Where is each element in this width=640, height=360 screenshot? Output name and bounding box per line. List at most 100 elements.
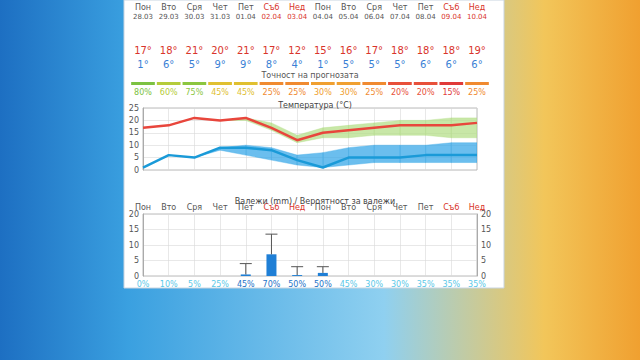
svg-text:Пон: Пон <box>135 203 151 212</box>
svg-text:45%: 45% <box>211 88 229 97</box>
svg-text:Вто: Вто <box>161 203 176 212</box>
svg-text:10: 10 <box>129 141 139 150</box>
svg-text:20°: 20° <box>211 45 229 56</box>
svg-text:18°: 18° <box>442 45 460 56</box>
svg-text:05.04: 05.04 <box>339 13 360 21</box>
svg-text:5: 5 <box>134 153 139 162</box>
svg-text:35%: 35% <box>468 280 486 289</box>
svg-text:31.03: 31.03 <box>210 13 230 21</box>
svg-text:50%: 50% <box>288 280 306 289</box>
svg-text:5%: 5% <box>188 280 201 289</box>
svg-text:08.04: 08.04 <box>416 13 437 21</box>
svg-text:20%: 20% <box>391 88 409 97</box>
svg-text:29.03: 29.03 <box>159 13 179 21</box>
svg-text:20%: 20% <box>417 88 435 97</box>
svg-text:Чет: Чет <box>213 203 228 212</box>
svg-text:02.04: 02.04 <box>261 13 282 21</box>
svg-text:10: 10 <box>481 241 491 250</box>
svg-text:Пон: Пон <box>135 3 151 12</box>
svg-text:9°: 9° <box>240 59 251 70</box>
svg-text:25: 25 <box>129 104 139 113</box>
svg-text:06.04: 06.04 <box>364 13 385 21</box>
svg-text:30%: 30% <box>365 280 383 289</box>
svg-text:35%: 35% <box>417 280 435 289</box>
svg-text:45%: 45% <box>237 88 255 97</box>
svg-text:16°: 16° <box>340 45 358 56</box>
svg-text:30%: 30% <box>391 280 409 289</box>
svg-text:Съб: Съб <box>443 3 459 12</box>
svg-text:Нед: Нед <box>289 3 306 12</box>
svg-text:Вто: Вто <box>161 3 176 12</box>
svg-text:Валежи (mm) / Вероятност за ва: Валежи (mm) / Вероятност за валежи <box>235 197 395 206</box>
svg-text:25%: 25% <box>365 88 383 97</box>
svg-text:15: 15 <box>129 128 139 137</box>
svg-text:1°: 1° <box>317 59 328 70</box>
svg-text:17°: 17° <box>263 45 281 56</box>
svg-text:18°: 18° <box>391 45 409 56</box>
svg-text:6°: 6° <box>420 59 431 70</box>
svg-text:Съб: Съб <box>443 203 459 212</box>
svg-text:15%: 15% <box>442 88 460 97</box>
svg-text:Нед: Нед <box>469 203 486 212</box>
svg-text:60%: 60% <box>160 88 178 97</box>
svg-text:03.04: 03.04 <box>287 13 308 21</box>
svg-text:18°: 18° <box>160 45 178 56</box>
svg-text:6°: 6° <box>446 59 457 70</box>
svg-text:30.03: 30.03 <box>184 13 204 21</box>
svg-text:Нед: Нед <box>469 3 486 12</box>
svg-text:17°: 17° <box>365 45 383 56</box>
svg-text:80%: 80% <box>134 88 152 97</box>
svg-text:18°: 18° <box>417 45 435 56</box>
svg-text:Сря: Сря <box>366 3 382 12</box>
svg-text:28.03: 28.03 <box>133 13 153 21</box>
svg-text:15: 15 <box>129 225 139 234</box>
svg-text:15°: 15° <box>314 45 332 56</box>
svg-text:Температура (°C): Температура (°C) <box>277 101 352 110</box>
svg-text:Сря: Сря <box>187 203 203 212</box>
svg-text:12°: 12° <box>288 45 306 56</box>
svg-text:15: 15 <box>481 225 491 234</box>
svg-text:50%: 50% <box>314 280 332 289</box>
svg-text:10: 10 <box>129 241 139 250</box>
svg-text:5°: 5° <box>343 59 354 70</box>
svg-text:45%: 45% <box>340 280 358 289</box>
svg-text:19°: 19° <box>468 45 486 56</box>
svg-text:5°: 5° <box>369 59 380 70</box>
svg-text:25%: 25% <box>263 88 281 97</box>
svg-text:25%: 25% <box>288 88 306 97</box>
svg-text:25%: 25% <box>211 280 229 289</box>
svg-text:Точност на прогнозата: Точност на прогнозата <box>260 71 358 80</box>
svg-text:07.04: 07.04 <box>390 13 411 21</box>
svg-text:09.04: 09.04 <box>441 13 462 21</box>
svg-text:70%: 70% <box>263 280 281 289</box>
svg-text:17°: 17° <box>134 45 152 56</box>
svg-text:45%: 45% <box>237 280 255 289</box>
svg-text:0%: 0% <box>137 280 150 289</box>
svg-text:25%: 25% <box>468 88 486 97</box>
svg-text:0: 0 <box>134 166 139 175</box>
svg-text:21°: 21° <box>186 45 204 56</box>
svg-text:6°: 6° <box>163 59 174 70</box>
svg-text:5°: 5° <box>189 59 200 70</box>
svg-text:Пет: Пет <box>238 3 254 12</box>
svg-text:Пет: Пет <box>418 203 434 212</box>
svg-text:8°: 8° <box>266 59 277 70</box>
svg-text:1°: 1° <box>137 59 148 70</box>
svg-text:Съб: Съб <box>263 3 279 12</box>
svg-text:35%: 35% <box>442 280 460 289</box>
svg-text:Пон: Пон <box>315 3 331 12</box>
svg-text:20: 20 <box>129 116 139 125</box>
svg-text:5°: 5° <box>394 59 405 70</box>
svg-text:Вто: Вто <box>341 3 356 12</box>
svg-text:01.04: 01.04 <box>236 13 257 21</box>
svg-text:30%: 30% <box>314 88 332 97</box>
svg-text:Чет: Чет <box>392 3 407 12</box>
svg-text:04.04: 04.04 <box>313 13 334 21</box>
svg-text:5: 5 <box>481 256 486 265</box>
svg-text:4°: 4° <box>291 59 302 70</box>
svg-text:30%: 30% <box>340 88 358 97</box>
svg-text:Сря: Сря <box>187 3 203 12</box>
svg-text:10.04: 10.04 <box>467 13 488 21</box>
svg-text:75%: 75% <box>185 88 203 97</box>
svg-text:5: 5 <box>134 256 139 265</box>
